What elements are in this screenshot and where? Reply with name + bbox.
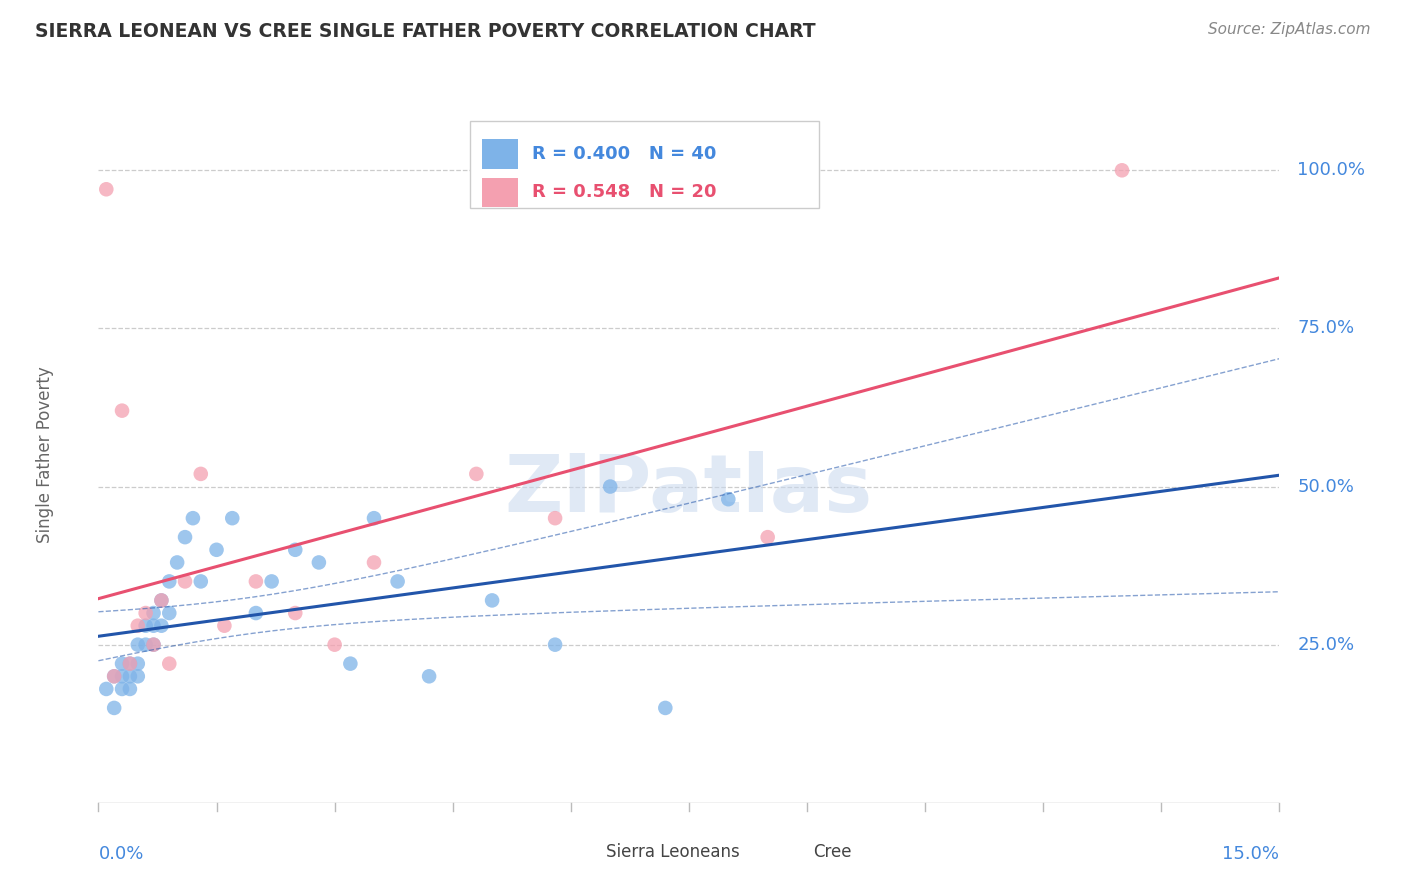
FancyBboxPatch shape <box>471 121 818 208</box>
Point <box>142 618 165 632</box>
Point <box>111 669 134 683</box>
Point <box>150 618 173 632</box>
Point <box>465 467 488 481</box>
Point <box>150 593 173 607</box>
Point <box>544 511 567 525</box>
Point <box>221 511 243 525</box>
FancyBboxPatch shape <box>754 842 796 862</box>
Point <box>166 556 188 570</box>
Point <box>142 638 165 652</box>
Point <box>756 530 779 544</box>
Point <box>339 657 361 671</box>
Point <box>190 467 212 481</box>
Point <box>135 638 157 652</box>
Text: R = 0.400   N = 40: R = 0.400 N = 40 <box>531 145 716 163</box>
Text: 100.0%: 100.0% <box>1298 161 1365 179</box>
Text: 15.0%: 15.0% <box>1222 845 1279 863</box>
Text: 0.0%: 0.0% <box>98 845 143 863</box>
Point <box>190 574 212 589</box>
Point <box>103 669 125 683</box>
Point <box>111 403 134 417</box>
Point <box>1111 163 1133 178</box>
Text: Sierra Leoneans: Sierra Leoneans <box>606 843 740 861</box>
Point <box>127 657 149 671</box>
Point <box>323 638 346 652</box>
Point <box>260 574 283 589</box>
Point <box>96 182 118 196</box>
Point <box>118 657 141 671</box>
Point <box>363 556 385 570</box>
FancyBboxPatch shape <box>482 178 517 207</box>
Point <box>284 542 307 557</box>
Point <box>157 574 180 589</box>
Text: Single Father Poverty: Single Father Poverty <box>37 367 55 543</box>
Point <box>717 492 740 507</box>
Point <box>245 574 267 589</box>
Point <box>284 606 307 620</box>
Point <box>599 479 621 493</box>
Text: ZIPatlas: ZIPatlas <box>505 450 873 529</box>
Point <box>111 681 134 696</box>
Point <box>118 669 141 683</box>
Point <box>127 669 149 683</box>
Point <box>157 606 180 620</box>
Point <box>135 618 157 632</box>
Text: R = 0.548   N = 20: R = 0.548 N = 20 <box>531 183 717 202</box>
Point <box>150 593 173 607</box>
Text: Cree: Cree <box>813 843 852 861</box>
Point <box>214 618 236 632</box>
Point <box>157 657 180 671</box>
Point <box>174 530 197 544</box>
Point <box>127 638 149 652</box>
Point <box>118 657 141 671</box>
Point <box>308 556 330 570</box>
Point <box>481 593 503 607</box>
Point <box>118 681 141 696</box>
Point <box>142 638 165 652</box>
Text: 50.0%: 50.0% <box>1298 477 1354 496</box>
Point <box>205 542 228 557</box>
Point <box>363 511 385 525</box>
Text: 75.0%: 75.0% <box>1298 319 1354 337</box>
Point <box>654 701 676 715</box>
Point <box>96 681 118 696</box>
Point <box>111 657 134 671</box>
Point <box>544 638 567 652</box>
Text: 25.0%: 25.0% <box>1298 636 1354 654</box>
Text: SIERRA LEONEAN VS CREE SINGLE FATHER POVERTY CORRELATION CHART: SIERRA LEONEAN VS CREE SINGLE FATHER POV… <box>35 22 815 41</box>
Point <box>103 669 125 683</box>
Point <box>127 618 149 632</box>
Point <box>135 606 157 620</box>
Point <box>181 511 204 525</box>
Point <box>418 669 440 683</box>
FancyBboxPatch shape <box>547 842 589 862</box>
Text: Source: ZipAtlas.com: Source: ZipAtlas.com <box>1208 22 1371 37</box>
Point <box>174 574 197 589</box>
Point <box>387 574 409 589</box>
Point <box>245 606 267 620</box>
Point <box>142 606 165 620</box>
FancyBboxPatch shape <box>482 139 517 169</box>
Point <box>103 701 125 715</box>
